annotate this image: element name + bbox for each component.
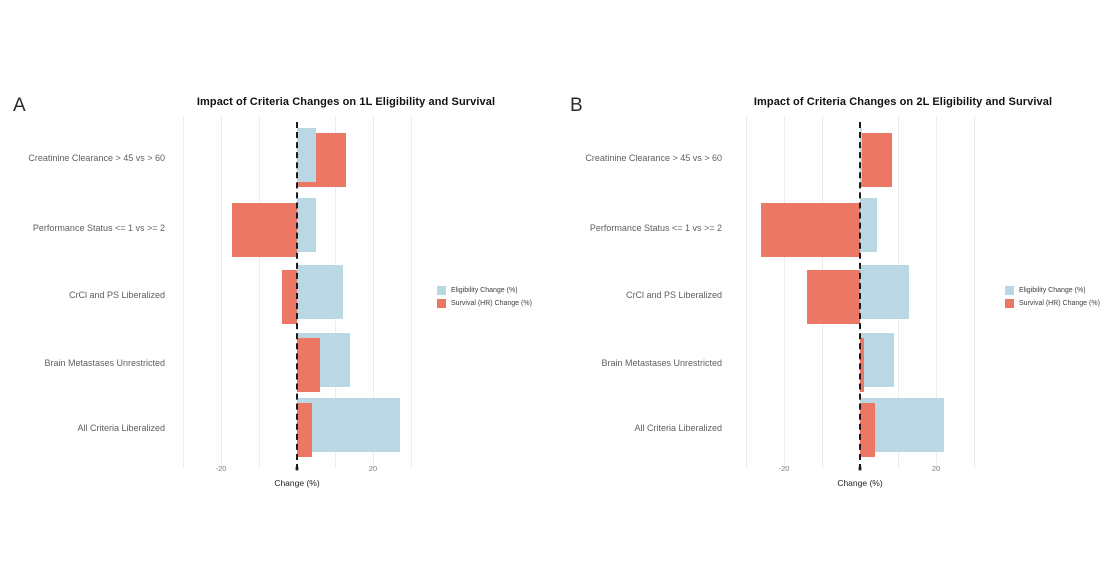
x-tick-label: 20 bbox=[368, 464, 378, 473]
category-label: CrCl and PS Liberalized bbox=[625, 290, 722, 300]
legend-label: Eligibility Change (%) bbox=[1019, 287, 1086, 294]
x-axis-label: Change (%) bbox=[274, 478, 320, 488]
zero-reference-line bbox=[296, 122, 298, 470]
bar-eligibility-change bbox=[297, 128, 316, 182]
legend: Eligibility Change (%) Survival (HR) Chan… bbox=[1005, 284, 1100, 310]
legend-item: Survival (HR) Change (%) bbox=[1005, 297, 1100, 310]
bar-eligibility-change bbox=[860, 333, 895, 387]
category-label: Brain Metastases Unrestricted bbox=[44, 358, 165, 368]
grid-line bbox=[784, 116, 785, 468]
bar-eligibility-change bbox=[860, 265, 910, 319]
category-label: Creatinine Clearance > 45 vs > 60 bbox=[585, 153, 722, 163]
legend-swatch-eligibility bbox=[437, 286, 446, 295]
grid-line bbox=[936, 116, 937, 468]
grid-line bbox=[183, 116, 184, 468]
bar-survival-change bbox=[281, 270, 297, 324]
grid-line bbox=[259, 116, 260, 468]
zero-reference-line bbox=[859, 122, 861, 470]
x-tick-label: 20 bbox=[931, 464, 941, 473]
legend: Eligibility Change (%) Survival (HR) Chan… bbox=[437, 284, 532, 310]
bar-survival-change bbox=[232, 203, 297, 257]
panel-label-a: A bbox=[13, 95, 26, 116]
x-tick-label: -20 bbox=[778, 464, 790, 473]
bar-survival-change bbox=[860, 133, 893, 187]
legend-swatch-survival bbox=[437, 299, 446, 308]
legend-label: Survival (HR) Change (%) bbox=[451, 300, 532, 307]
bar-survival-change bbox=[806, 270, 860, 324]
grid-line bbox=[373, 116, 374, 468]
category-label: All Criteria Liberalized bbox=[77, 423, 165, 433]
legend-label: Eligibility Change (%) bbox=[451, 287, 518, 294]
bar-survival-change bbox=[297, 338, 320, 392]
category-label: Performance Status <= 1 vs >= 2 bbox=[32, 223, 165, 233]
chart-title-1l: Impact of Criteria Changes on 1L Eligibi… bbox=[196, 96, 496, 108]
legend-swatch-eligibility bbox=[1005, 286, 1014, 295]
category-label: All Criteria Liberalized bbox=[634, 423, 722, 433]
grid-line bbox=[221, 116, 222, 468]
chart-title-2l: Impact of Criteria Changes on 2L Eligibi… bbox=[753, 96, 1053, 108]
bar-survival-change bbox=[860, 338, 864, 392]
bar-eligibility-change bbox=[297, 198, 316, 252]
x-axis-label: Change (%) bbox=[837, 478, 883, 488]
panel-label-b: B bbox=[570, 95, 583, 116]
bar-eligibility-change bbox=[860, 198, 878, 252]
category-label: CrCl and PS Liberalized bbox=[68, 290, 165, 300]
bar-survival-change bbox=[860, 403, 876, 457]
grid-line bbox=[974, 116, 975, 468]
legend-item: Eligibility Change (%) bbox=[437, 284, 532, 297]
bar-eligibility-change bbox=[297, 265, 343, 319]
grid-line bbox=[746, 116, 747, 468]
bar-survival-change bbox=[761, 203, 860, 257]
bar-eligibility-change bbox=[297, 398, 400, 452]
bar-survival-change bbox=[297, 403, 313, 457]
panel-a: A Impact of Criteria Changes on 1L Eligi… bbox=[0, 0, 556, 580]
grid-line bbox=[411, 116, 412, 468]
plot-area-a: Creatinine Clearance > 45 vs > 60 Perform… bbox=[0, 0, 556, 580]
category-label: Brain Metastases Unrestricted bbox=[601, 358, 722, 368]
legend-label: Survival (HR) Change (%) bbox=[1019, 300, 1100, 307]
plot-area-b: Creatinine Clearance > 45 vs > 60 Perform… bbox=[557, 0, 1113, 580]
legend-item: Eligibility Change (%) bbox=[1005, 284, 1100, 297]
legend-swatch-survival bbox=[1005, 299, 1014, 308]
category-label: Creatinine Clearance > 45 vs > 60 bbox=[28, 153, 165, 163]
legend-item: Survival (HR) Change (%) bbox=[437, 297, 532, 310]
x-tick-label: -20 bbox=[215, 464, 227, 473]
category-label: Performance Status <= 1 vs >= 2 bbox=[589, 223, 722, 233]
panel-b: B Impact of Criteria Changes on 2L Eligi… bbox=[557, 0, 1113, 580]
